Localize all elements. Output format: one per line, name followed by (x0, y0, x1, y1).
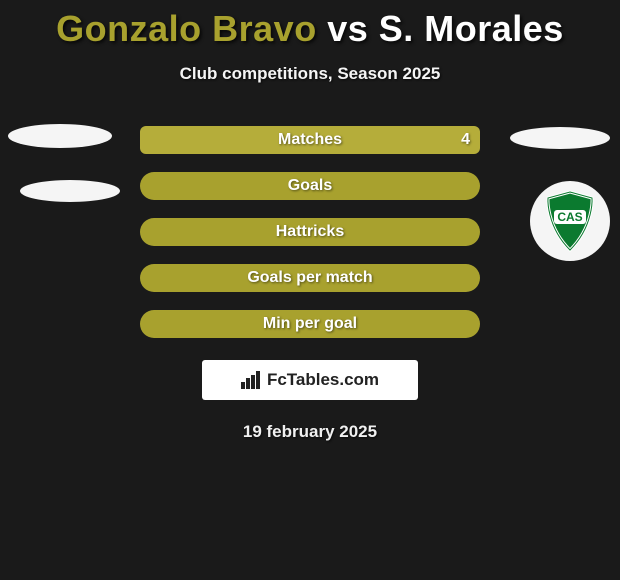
shield-icon: CAS (542, 190, 598, 252)
barchart-icon (241, 371, 263, 389)
player1-name: Gonzalo Bravo (56, 8, 317, 49)
stat-bar: Goals per match (140, 264, 480, 292)
vs-text: vs (317, 8, 379, 49)
stat-label: Min per goal (263, 315, 357, 333)
brand-box: FcTables.com (202, 360, 418, 400)
left-ellipse (8, 124, 112, 148)
stat-label: Goals (288, 177, 332, 195)
title: Gonzalo Bravo vs S. Morales (0, 0, 620, 50)
stat-bar: Matches 4 (140, 126, 480, 154)
stats-group: Matches 4 Goals Hattricks Goals per match Min… (0, 126, 620, 338)
left-ellipse (20, 180, 120, 202)
date-line: 19 february 2025 (0, 422, 620, 442)
subtitle: Club competitions, Season 2025 (0, 64, 620, 84)
right-ellipse (510, 127, 610, 149)
stat-bar: Hattricks (140, 218, 480, 246)
brand-text: FcTables.com (267, 370, 379, 390)
stat-value-right: 4 (461, 131, 470, 149)
stat-label: Goals per match (247, 269, 372, 287)
club-badge: CAS (530, 181, 610, 261)
stat-label: Hattricks (276, 223, 344, 241)
stat-bar: Goals (140, 172, 480, 200)
badge-text: CAS (557, 210, 582, 224)
stat-bar: Min per goal (140, 310, 480, 338)
infographic-root: Gonzalo Bravo vs S. Morales Club competi… (0, 0, 620, 442)
stat-label: Matches (278, 131, 342, 149)
player2-name: S. Morales (379, 8, 564, 49)
